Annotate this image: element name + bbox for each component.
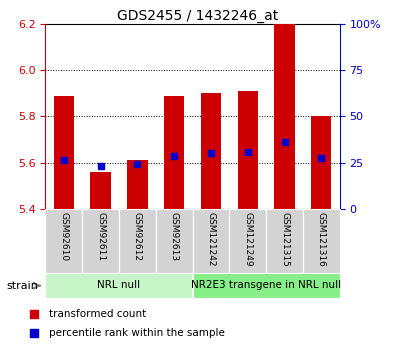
Text: GDS2455 / 1432246_at: GDS2455 / 1432246_at	[117, 9, 278, 23]
Bar	[193, 209, 229, 273]
Bar	[275, 24, 295, 209]
Bar	[303, 209, 340, 273]
Bar	[238, 91, 258, 209]
Bar	[156, 209, 193, 273]
Text: transformed count: transformed count	[49, 309, 146, 319]
Text: GSM92611: GSM92611	[96, 212, 105, 261]
Bar	[201, 93, 221, 209]
Bar	[229, 209, 266, 273]
Bar	[311, 117, 331, 209]
Bar	[90, 172, 111, 209]
Text: percentile rank within the sample: percentile rank within the sample	[49, 328, 224, 338]
Bar	[164, 96, 184, 209]
Bar	[127, 160, 147, 209]
Text: GSM121249: GSM121249	[243, 212, 252, 267]
Bar	[54, 96, 74, 209]
Bar	[119, 209, 156, 273]
Bar	[266, 209, 303, 273]
Text: NR2E3 transgene in NRL null: NR2E3 transgene in NRL null	[191, 280, 341, 290]
Bar	[45, 273, 193, 298]
Text: GSM92610: GSM92610	[59, 212, 68, 261]
Text: GSM121316: GSM121316	[317, 212, 326, 267]
Text: GSM92613: GSM92613	[170, 212, 179, 261]
Text: NRL null: NRL null	[98, 280, 141, 290]
Text: strain: strain	[6, 281, 38, 290]
Bar	[82, 209, 119, 273]
Bar	[45, 209, 82, 273]
Text: GSM121315: GSM121315	[280, 212, 289, 267]
Text: GSM92612: GSM92612	[133, 212, 142, 261]
Text: GSM121242: GSM121242	[207, 212, 215, 266]
Bar	[193, 273, 340, 298]
